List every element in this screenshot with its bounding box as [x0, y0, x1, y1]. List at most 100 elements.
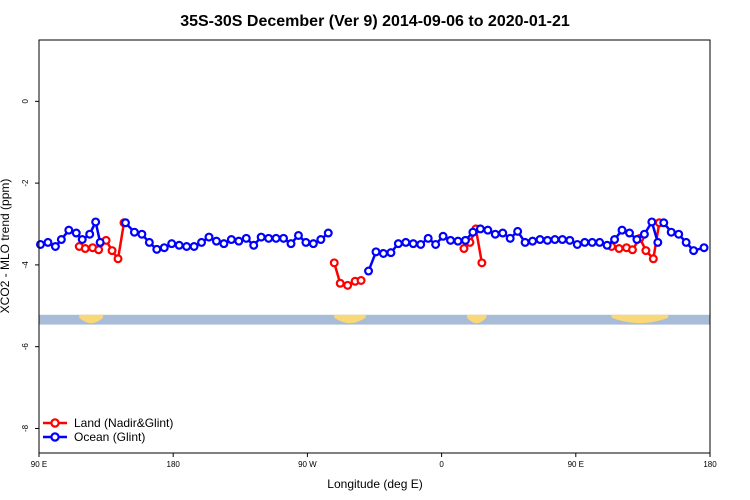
legend-label: Land (Nadir&Glint) [74, 416, 173, 430]
land-patch [611, 314, 669, 324]
data-point [219, 239, 229, 249]
legend-item: Land (Nadir&Glint) [43, 416, 173, 430]
legend-marker [50, 418, 60, 428]
data-point [286, 239, 296, 249]
y-tick-label: -6 [21, 343, 30, 351]
legend: Land (Nadir&Glint)Ocean (Glint) [43, 416, 173, 444]
y-tick-label: -4 [21, 261, 30, 269]
y-axis-label: XCO2 - MLO trend (ppm) [0, 179, 12, 314]
land-ocean-band [39, 314, 710, 325]
data-point [301, 237, 311, 247]
data-point [226, 235, 236, 245]
data-point [271, 233, 281, 243]
data-point [520, 237, 530, 247]
data-point [356, 275, 366, 285]
series-ocean [35, 217, 709, 276]
data-point [528, 236, 538, 246]
data-point [371, 247, 381, 257]
data-point [674, 229, 684, 239]
data-point [401, 237, 411, 247]
data-point [393, 239, 403, 249]
x-tick-label: 180 [703, 460, 717, 469]
data-point [550, 235, 560, 245]
x-axis: 90 E 180 90 W 0 90 E 180 [31, 453, 717, 469]
data-point [624, 228, 634, 238]
data-point [498, 228, 508, 238]
data-point [137, 229, 147, 239]
data-point [64, 225, 74, 235]
plot-frame [38, 39, 711, 454]
data-point [85, 229, 95, 239]
data-point [293, 230, 303, 240]
data-point [602, 240, 612, 250]
data-point [94, 245, 104, 255]
series-land [74, 218, 664, 290]
data-point [107, 246, 117, 256]
data-point [639, 229, 649, 239]
data-point [113, 254, 123, 264]
data-point [43, 237, 53, 247]
data-point [408, 239, 418, 249]
y-tick-label: -8 [21, 424, 30, 432]
ocean-band [39, 314, 710, 325]
data-point [204, 232, 214, 242]
data-point [647, 217, 657, 227]
data-point [699, 243, 709, 253]
data-point [659, 218, 669, 228]
data-point [648, 254, 658, 264]
data-point [468, 227, 478, 237]
data-point [557, 235, 567, 245]
data-point [95, 237, 105, 247]
data-point [80, 244, 90, 254]
data-point [197, 237, 207, 247]
series-line [662, 222, 705, 252]
data-point [364, 266, 374, 276]
data-point [446, 235, 456, 245]
data-point [617, 225, 627, 235]
data-point [35, 239, 45, 249]
x-tick-label: 90 E [31, 460, 47, 469]
data-point [174, 240, 184, 250]
x-tick-label: 90 W [298, 460, 317, 469]
data-point [505, 233, 515, 243]
data-point [50, 242, 60, 252]
data-point [453, 236, 463, 246]
data-point [182, 242, 192, 252]
y-tick-label: 0 [21, 99, 30, 104]
data-point [167, 239, 177, 249]
data-point [627, 245, 637, 255]
data-point [565, 235, 575, 245]
data-point [129, 227, 139, 237]
data-point [459, 244, 469, 254]
data-point [308, 239, 318, 249]
data-point [329, 258, 339, 268]
data-point [159, 243, 169, 253]
data-point [477, 258, 487, 268]
data-point [91, 217, 101, 227]
data-point [416, 239, 426, 249]
data-point [483, 225, 493, 235]
x-tick-label: 180 [167, 460, 181, 469]
data-point [423, 233, 433, 243]
land-patch [466, 314, 487, 324]
data-point [386, 248, 396, 258]
data-point [490, 229, 500, 239]
data-point [614, 244, 624, 254]
data-point [316, 235, 326, 245]
data-point [211, 236, 221, 246]
chart-title: 35S-30S December (Ver 9) 2014-09-06 to 2… [180, 13, 570, 30]
data-point [77, 235, 87, 245]
data-point [641, 246, 651, 256]
data-point [189, 242, 199, 252]
data-point [513, 226, 523, 236]
legend-label: Ocean (Glint) [74, 430, 145, 444]
x-tick-label: 0 [439, 460, 444, 469]
data-point [56, 235, 66, 245]
data-point [234, 236, 244, 246]
data-point [249, 240, 259, 250]
data-point [681, 237, 691, 247]
data-point [653, 237, 663, 247]
x-axis-label: Longitude (deg E) [327, 477, 422, 491]
data-point [343, 280, 353, 290]
